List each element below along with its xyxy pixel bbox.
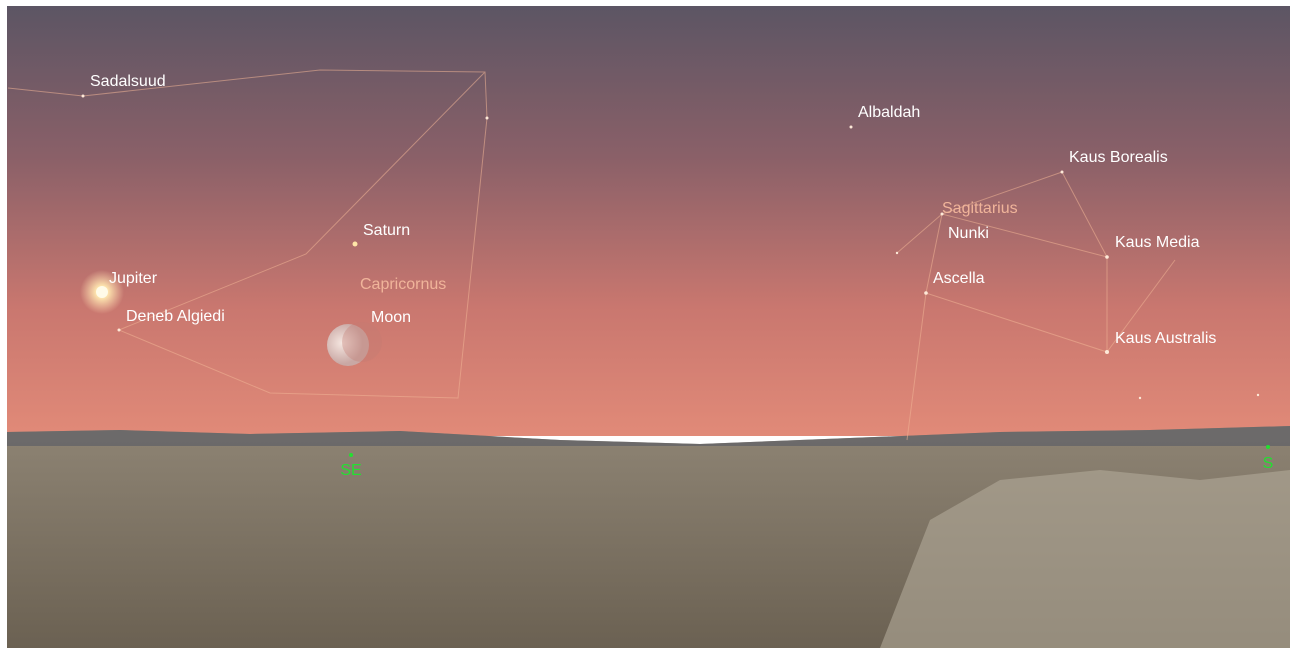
object-label: Nunki <box>948 225 989 242</box>
horizon-hills <box>7 426 1290 446</box>
object-label: Sadalsuud <box>90 73 166 90</box>
object-label: Kaus Media <box>1115 234 1200 251</box>
object-label: Ascella <box>933 270 985 287</box>
object-label: Kaus Australis <box>1115 330 1216 347</box>
direction-label: S <box>1263 455 1274 472</box>
object-label: Saturn <box>363 222 410 239</box>
constellation-label: Sagittarius <box>942 200 1018 217</box>
stars <box>80 94 1260 400</box>
rocks <box>880 470 1290 648</box>
direction-label: SE <box>340 462 361 479</box>
direction-marker <box>1266 445 1270 449</box>
direction-marker <box>349 453 353 457</box>
constellation-label: Capricornus <box>360 276 446 293</box>
object-label: Jupiter <box>109 270 158 287</box>
object-label: Albaldah <box>858 104 920 121</box>
sky <box>7 6 1290 436</box>
object-label: Moon <box>371 309 411 326</box>
object-label: Deneb Algiedi <box>126 308 225 325</box>
object-label: Kaus Borealis <box>1069 149 1168 166</box>
